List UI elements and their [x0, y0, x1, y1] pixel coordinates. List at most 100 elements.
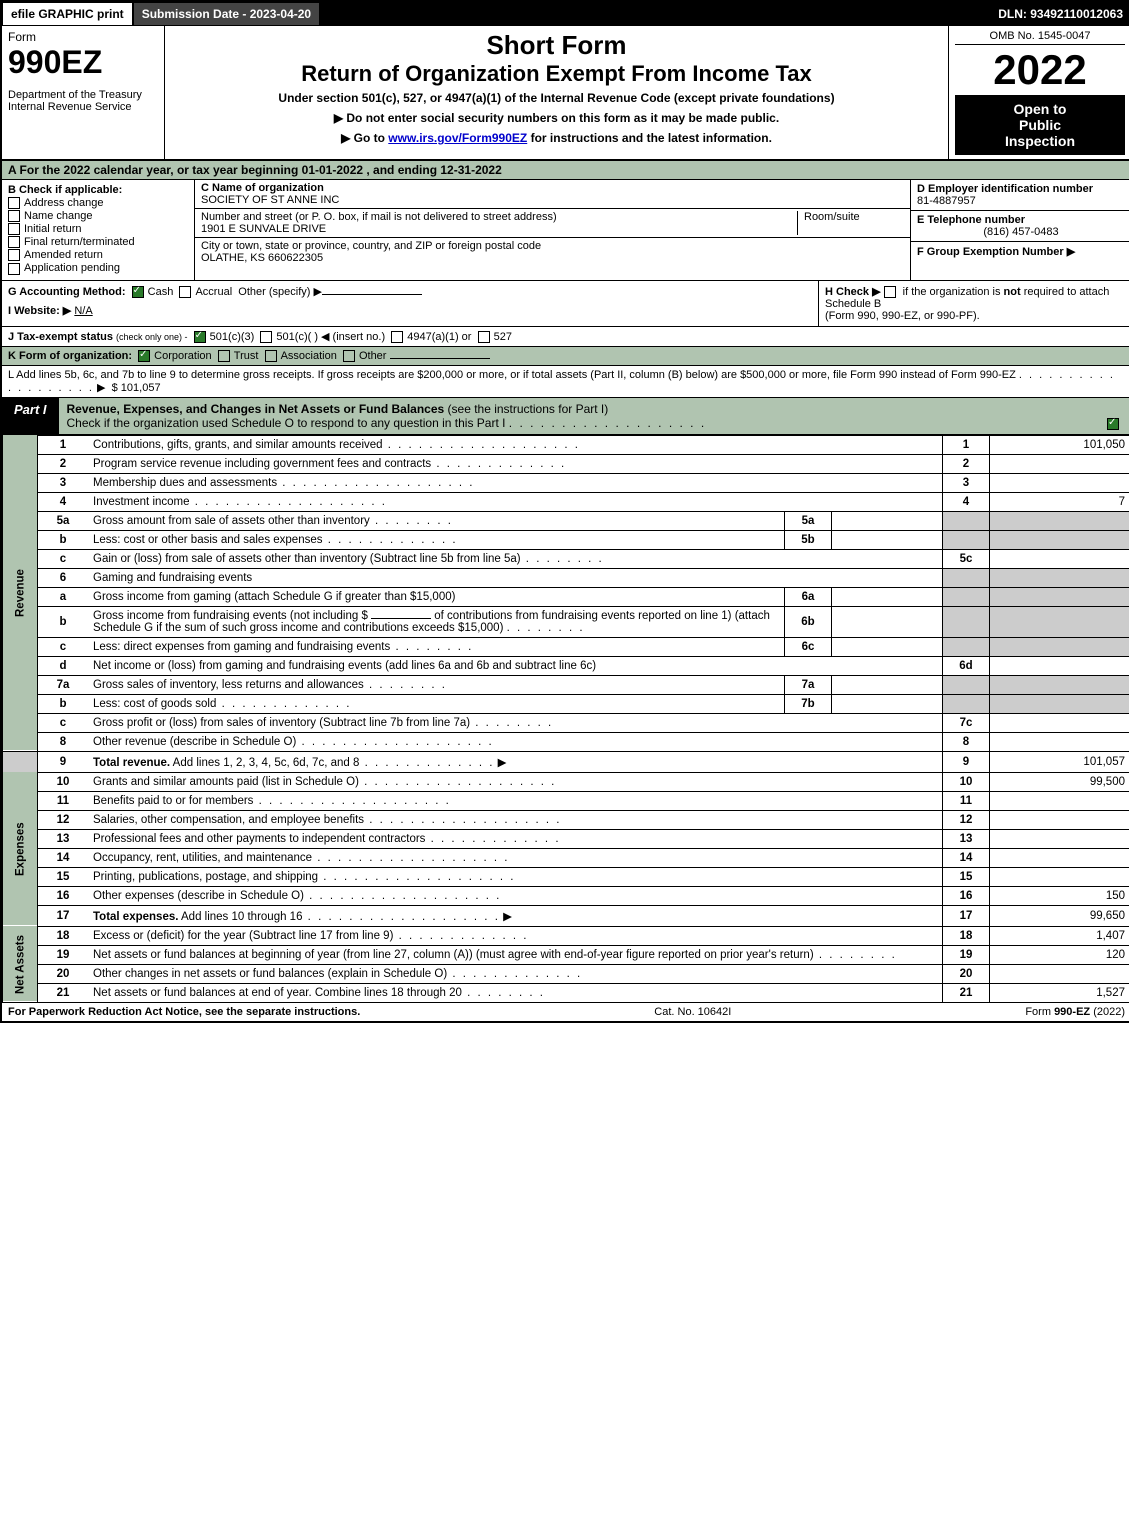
checkbox-association[interactable]: [265, 350, 277, 362]
section-j: J Tax-exempt status (check only one) - 5…: [2, 327, 1129, 347]
checkbox-cash[interactable]: [132, 286, 144, 298]
checkbox-h[interactable]: [884, 286, 896, 298]
efile-print-button[interactable]: efile GRAPHIC print: [2, 2, 133, 26]
checkbox-501c[interactable]: [260, 331, 272, 343]
h-text2: if the organization is: [903, 286, 1004, 298]
ein-label: D Employer identification number: [917, 183, 1125, 195]
section-l-amount: $ 101,057: [112, 382, 161, 394]
section-g: G Accounting Method: Cash Accrual Other …: [2, 281, 818, 326]
group-exemption-label: F Group Exemption Number ▶: [917, 245, 1125, 258]
line-2: 2 Program service revenue including gove…: [3, 454, 1129, 473]
footer-left: For Paperwork Reduction Act Notice, see …: [8, 1006, 360, 1018]
part1-title: Revenue, Expenses, and Changes in Net As…: [67, 402, 445, 416]
line-19-amount: 120: [990, 945, 1129, 964]
checkbox-corporation[interactable]: [138, 350, 150, 362]
telephone-label: E Telephone number: [917, 214, 1125, 226]
section-l: L Add lines 5b, 6c, and 7b to line 9 to …: [2, 366, 1129, 398]
h-prefix: H Check ▶: [825, 286, 884, 298]
website-label: I Website: ▶: [8, 305, 71, 317]
checkbox-trust[interactable]: [218, 350, 230, 362]
form-number: 990EZ: [8, 44, 158, 81]
line-18: Net Assets 18 Excess or (deficit) for th…: [3, 926, 1129, 945]
section-d: D Employer identification number 81-4887…: [911, 180, 1129, 211]
checkbox-amended-return[interactable]: Amended return: [8, 249, 188, 261]
room-suite-label: Room/suite: [804, 211, 904, 223]
section-h: H Check ▶ if the organization is not req…: [818, 281, 1129, 326]
org-name-cell: C Name of organization SOCIETY OF ST ANN…: [195, 180, 910, 209]
checkbox-name-change[interactable]: Name change: [8, 210, 188, 222]
checkbox-501c3[interactable]: [194, 331, 206, 343]
h-text4: (Form 990, 990-EZ, or 990-PF).: [825, 310, 1125, 322]
note-goto-prefix: ▶ Go to: [341, 131, 388, 145]
checkbox-schedule-o[interactable]: [1107, 418, 1119, 430]
header-left: Form 990EZ Department of the Treasury In…: [2, 26, 165, 159]
checkbox-initial-return[interactable]: Initial return: [8, 223, 188, 235]
footer-right: Form 990-EZ (2022): [1025, 1006, 1125, 1018]
line-19: 19 Net assets or fund balances at beginn…: [3, 945, 1129, 964]
room-suite-cell: Room/suite: [798, 211, 904, 235]
form-container: efile GRAPHIC print Submission Date - 20…: [0, 0, 1129, 1023]
telephone-value: (816) 457-0483: [917, 226, 1125, 238]
part1-label: Part I: [2, 398, 59, 434]
line-6d: d Net income or (loss) from gaming and f…: [3, 656, 1129, 675]
irs-link[interactable]: www.irs.gov/Form990EZ: [388, 131, 527, 145]
line-4: 4 Investment income 4 7: [3, 492, 1129, 511]
line-6: 6 Gaming and fundraising events: [3, 568, 1129, 587]
ein-value: 81-4887957: [917, 195, 1125, 207]
city-value: OLATHE, KS 660622305: [201, 252, 904, 264]
website-value: N/A: [74, 305, 92, 317]
part1-desc: Revenue, Expenses, and Changes in Net As…: [59, 398, 1129, 434]
line-21: 21 Net assets or fund balances at end of…: [3, 983, 1129, 1002]
street-row: Number and street (or P. O. box, if mail…: [195, 209, 910, 238]
line-1: Revenue 1 Contributions, gifts, grants, …: [3, 435, 1129, 454]
inspection-line2: Public: [959, 117, 1121, 133]
line-14: 14 Occupancy, rent, utilities, and maint…: [3, 848, 1129, 867]
submission-date-button[interactable]: Submission Date - 2023-04-20: [133, 2, 320, 26]
checkbox-527[interactable]: [478, 331, 490, 343]
inspection-box: Open to Public Inspection: [955, 95, 1125, 155]
checkbox-other-org[interactable]: [343, 350, 355, 362]
section-l-text: L Add lines 5b, 6c, and 7b to line 9 to …: [8, 369, 1016, 381]
line-13: 13 Professional fees and other payments …: [3, 829, 1129, 848]
line-9-amount: 101,057: [990, 751, 1129, 772]
topbar: efile GRAPHIC print Submission Date - 20…: [2, 2, 1129, 26]
dept-treasury: Department of the Treasury: [8, 89, 158, 101]
form-org-label: K Form of organization:: [8, 350, 132, 362]
fundraising-amount-input[interactable]: [371, 618, 431, 619]
form-header: Form 990EZ Department of the Treasury In…: [2, 26, 1129, 161]
street-cell: Number and street (or P. O. box, if mail…: [201, 211, 798, 235]
line-18-amount: 1,407: [990, 926, 1129, 945]
section-b-label: B Check if applicable:: [8, 184, 188, 196]
line-5b: b Less: cost or other basis and sales ex…: [3, 530, 1129, 549]
inspection-line3: Inspection: [959, 133, 1121, 149]
line-20: 20 Other changes in net assets or fund b…: [3, 964, 1129, 983]
netassets-side-label: Net Assets: [3, 926, 38, 1002]
line-7a: 7a Gross sales of inventory, less return…: [3, 675, 1129, 694]
part1-title-suffix: (see the instructions for Part I): [444, 402, 608, 416]
line-15: 15 Printing, publications, postage, and …: [3, 867, 1129, 886]
other-org-input[interactable]: [390, 358, 490, 359]
checkbox-final-return[interactable]: Final return/terminated: [8, 236, 188, 248]
expenses-side-label: Expenses: [3, 772, 38, 926]
checkbox-4947[interactable]: [391, 331, 403, 343]
note-ssn: ▶ Do not enter social security numbers o…: [171, 111, 942, 125]
checkbox-accrual[interactable]: [179, 286, 191, 298]
checkbox-application-pending[interactable]: Application pending: [8, 262, 188, 274]
line-5c: c Gain or (loss) from sale of assets oth…: [3, 549, 1129, 568]
inspection-line1: Open to: [959, 101, 1121, 117]
header-center: Short Form Return of Organization Exempt…: [165, 26, 949, 159]
tax-exempt-sub: (check only one) -: [116, 332, 188, 342]
section-b: B Check if applicable: Address change Na…: [2, 180, 195, 280]
part1-check-text: Check if the organization used Schedule …: [67, 416, 506, 430]
revenue-side-label: Revenue: [3, 435, 38, 751]
line-7b: b Less: cost of goods sold 7b: [3, 694, 1129, 713]
line-17-amount: 99,650: [990, 905, 1129, 926]
street-label: Number and street (or P. O. box, if mail…: [201, 211, 791, 223]
tax-year: 2022: [955, 49, 1125, 91]
note-goto-suffix: for instructions and the latest informat…: [527, 131, 772, 145]
line-9: 9 Total revenue. Add lines 1, 2, 3, 4, 5…: [3, 751, 1129, 772]
city-cell: City or town, state or province, country…: [195, 238, 910, 266]
other-specify-input[interactable]: [322, 294, 422, 295]
checkbox-address-change[interactable]: Address change: [8, 197, 188, 209]
title-main: Return of Organization Exempt From Incom…: [171, 61, 942, 87]
